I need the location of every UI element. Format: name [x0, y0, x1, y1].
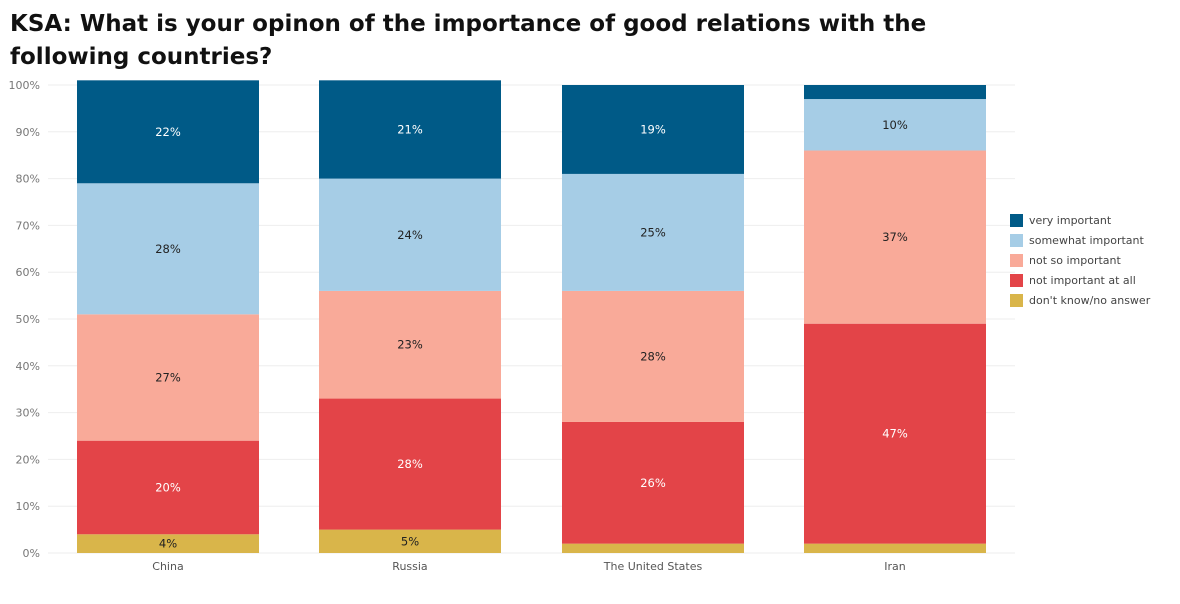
- data-label: 47%: [882, 427, 908, 441]
- bar-segment: [804, 323, 986, 544]
- bar-segment: [804, 85, 986, 100]
- bar-segment: [562, 85, 744, 174]
- data-label: 20%: [155, 480, 181, 494]
- legend-label: somewhat important: [1029, 233, 1144, 247]
- bar-segment: [804, 99, 986, 151]
- legend-item: not important at all: [1010, 270, 1150, 290]
- legend-swatch: [1010, 253, 1023, 267]
- bar-segment: [562, 421, 744, 544]
- legend-label: don't know/no answer: [1029, 293, 1151, 307]
- legend-item: very important: [1010, 210, 1150, 230]
- data-label: 23%: [397, 338, 423, 352]
- data-label: 21%: [397, 122, 423, 136]
- bar-segment: [319, 178, 501, 291]
- bar-segment: [77, 440, 259, 535]
- bar-segment: [319, 529, 501, 553]
- data-label: 28%: [640, 349, 666, 363]
- data-label: 5%: [401, 534, 419, 548]
- data-label: 24%: [397, 228, 423, 242]
- legend-swatch: [1010, 293, 1023, 307]
- legend-item: not so important: [1010, 250, 1150, 270]
- y-tick-label: 70%: [16, 219, 40, 232]
- y-tick-label: 50%: [16, 313, 40, 326]
- data-label: 28%: [155, 242, 181, 256]
- bar-segment: [319, 398, 501, 530]
- y-tick-label: 60%: [16, 266, 40, 279]
- bar-segment: [562, 543, 744, 553]
- bar-segment: [77, 314, 259, 441]
- bar-segment: [319, 80, 501, 179]
- legend-swatch: [1010, 273, 1023, 287]
- bar-segment: [804, 150, 986, 324]
- data-label: 28%: [397, 457, 423, 471]
- legend-item: don't know/no answer: [1010, 290, 1150, 310]
- data-label: 27%: [155, 371, 181, 385]
- legend-item: somewhat important: [1010, 230, 1150, 250]
- data-label: 4%: [159, 537, 177, 551]
- bar-segment: [77, 183, 259, 315]
- data-label: 19%: [640, 122, 666, 136]
- legend-label: very important: [1029, 213, 1112, 227]
- data-label: 37%: [882, 230, 908, 244]
- data-label: 10%: [882, 118, 908, 132]
- data-label: 22%: [155, 125, 181, 139]
- y-tick-label: 80%: [16, 173, 40, 186]
- x-category-label: Iran: [884, 560, 906, 573]
- bar-segment: [77, 80, 259, 184]
- y-tick-label: 30%: [16, 407, 40, 420]
- x-category-label: Russia: [392, 560, 427, 573]
- chart-title: KSA: What is your opinon of the importan…: [10, 11, 927, 70]
- data-label: 26%: [640, 476, 666, 490]
- y-tick-label: 100%: [9, 79, 40, 92]
- legend: very important somewhat important not so i…: [1010, 210, 1150, 310]
- y-tick-label: 0%: [23, 547, 40, 560]
- legend-swatch: [1010, 233, 1023, 247]
- bar-segment: [562, 290, 744, 422]
- y-tick-label: 40%: [16, 360, 40, 373]
- bar-segment: [77, 534, 259, 553]
- data-label: 25%: [640, 225, 666, 239]
- y-tick-label: 20%: [16, 453, 40, 466]
- legend-label: not so important: [1029, 253, 1121, 267]
- bar-segment: [562, 173, 744, 291]
- legend-swatch: [1010, 213, 1023, 227]
- y-tick-label: 10%: [16, 500, 40, 513]
- y-tick-label: 90%: [16, 126, 40, 139]
- x-category-label: The United States: [603, 560, 703, 573]
- x-category-label: China: [152, 560, 183, 573]
- legend-label: not important at all: [1029, 273, 1136, 287]
- bar-segment: [319, 290, 501, 399]
- bar-segment: [804, 543, 986, 553]
